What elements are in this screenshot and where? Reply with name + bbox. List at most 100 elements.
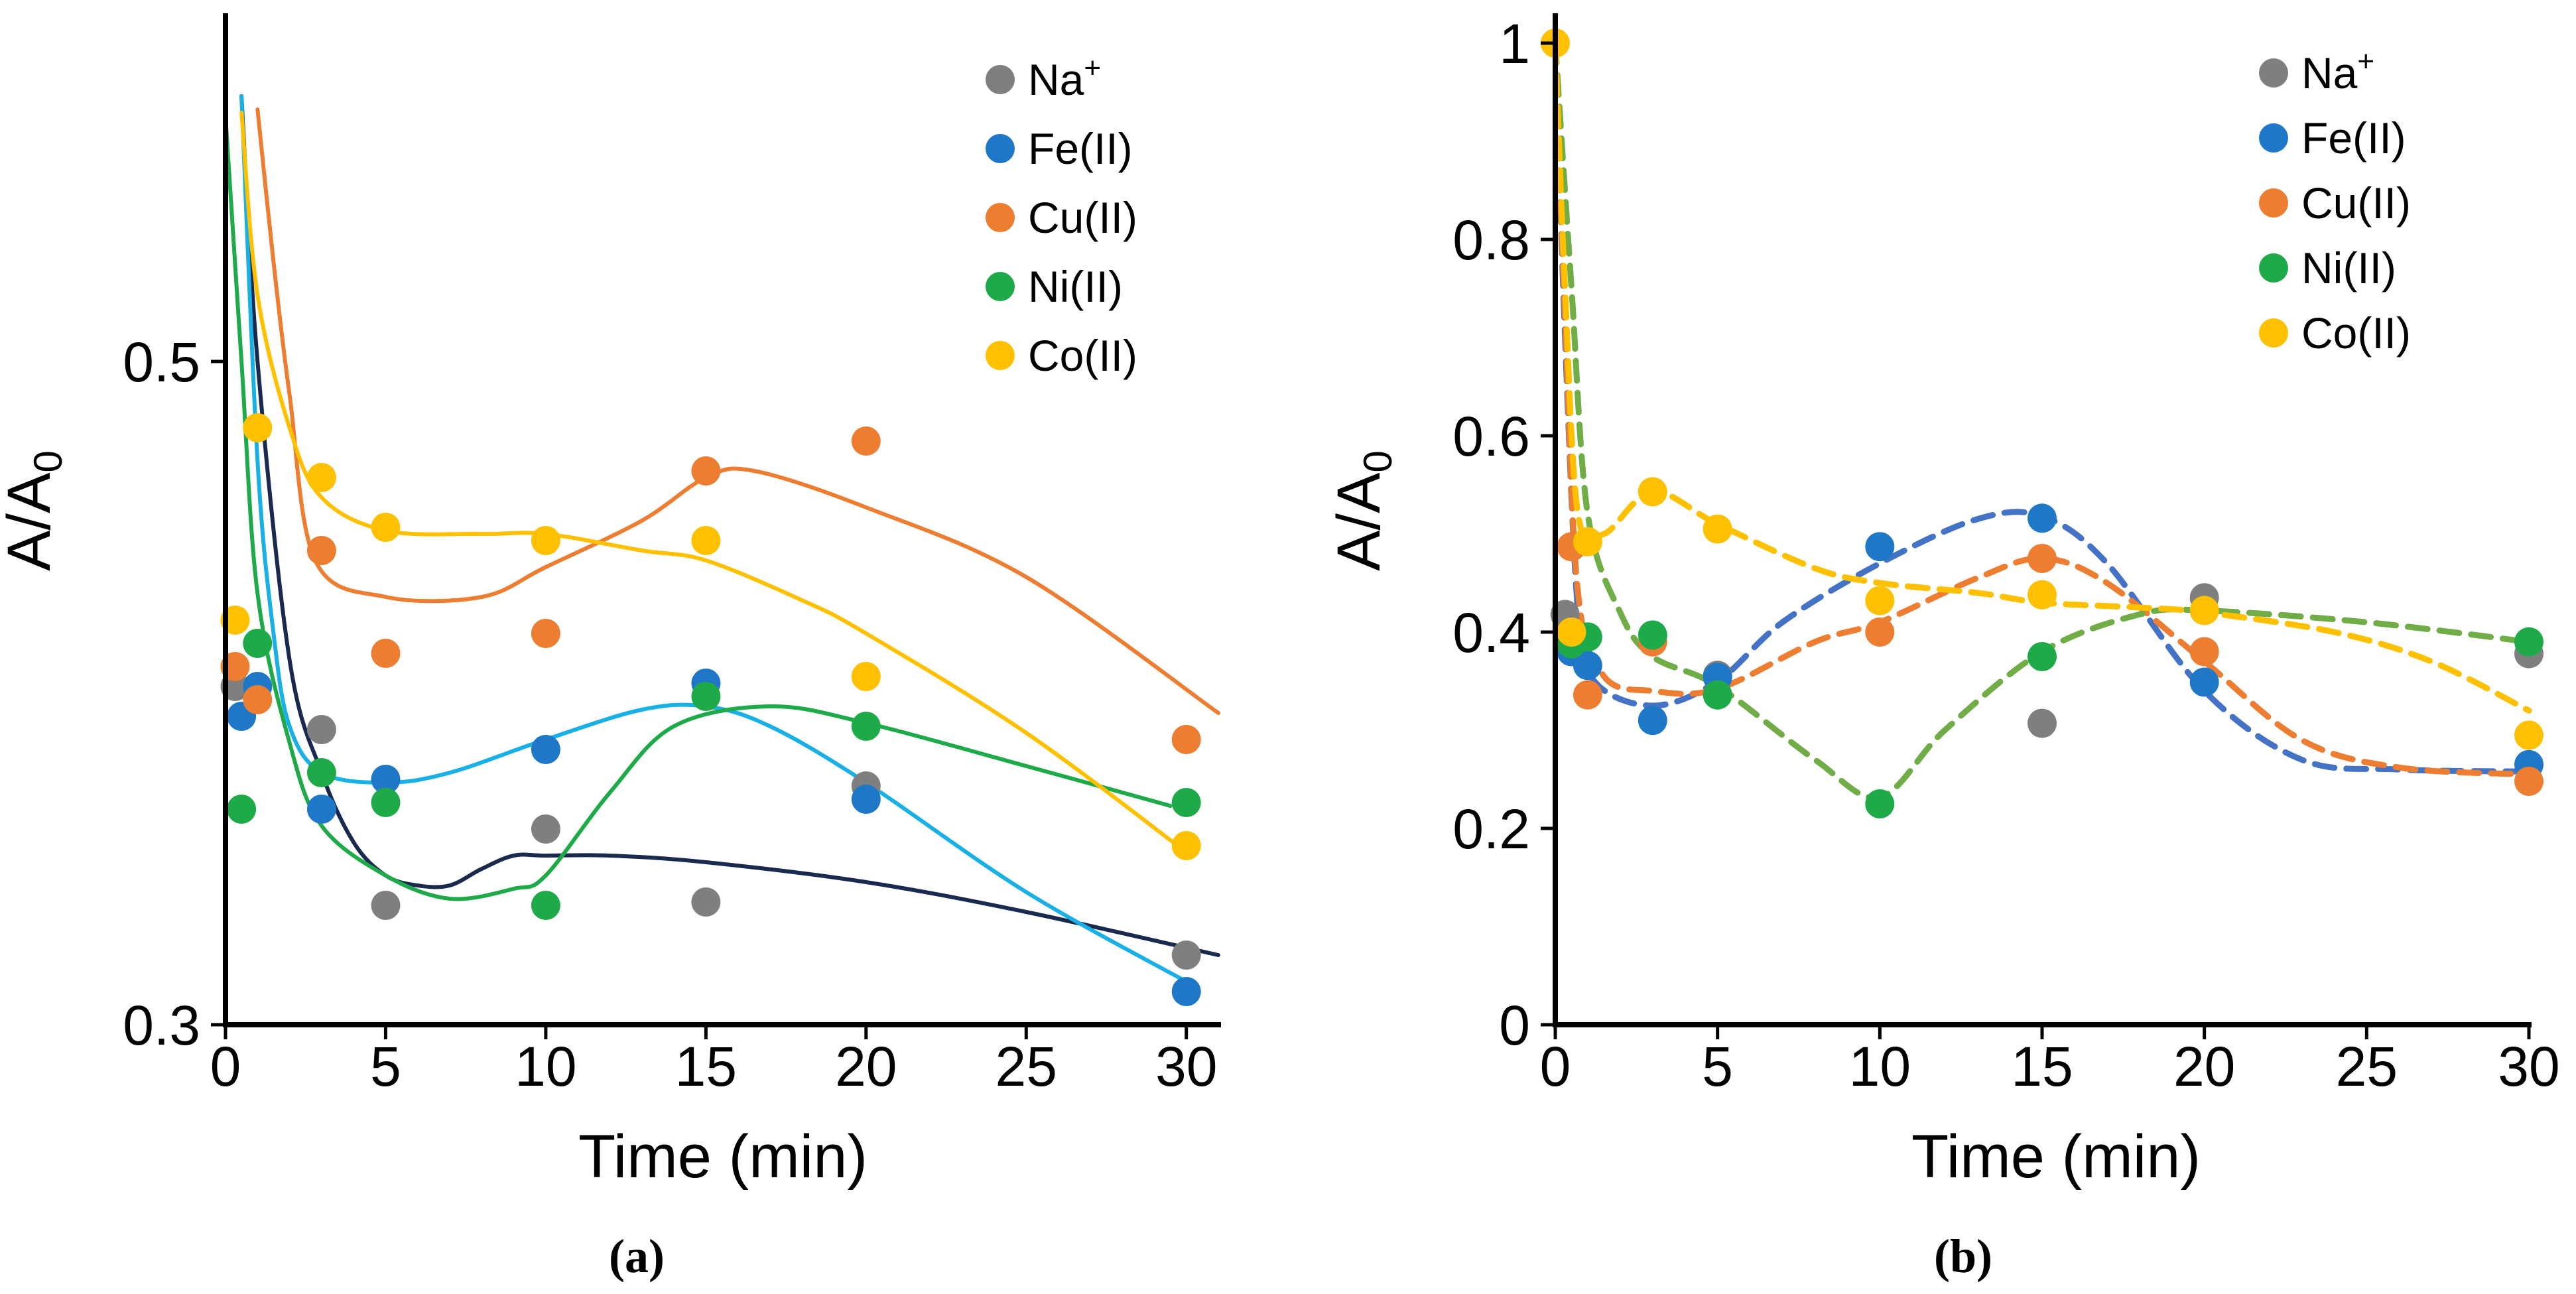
data-point-co-ii-1 bbox=[1557, 617, 1586, 647]
data-point-ni-ii-2 bbox=[1638, 620, 1667, 650]
data-point-co-ii-5 bbox=[1865, 586, 1895, 615]
data-point-ni-ii-0 bbox=[227, 795, 257, 824]
legend-marker-fe-ii bbox=[2259, 123, 2288, 153]
data-point-ni-ii-3 bbox=[1703, 680, 1732, 710]
y-tick-label: 0.5 bbox=[123, 331, 200, 393]
legend-label-ni-ii: Ni(II) bbox=[2301, 243, 2396, 292]
data-point-co-ii-6 bbox=[851, 662, 881, 691]
x-tick-label: 15 bbox=[2011, 1035, 2073, 1098]
data-point-co-ii-3 bbox=[371, 513, 401, 542]
x-axis-title: Time (min) bbox=[578, 1123, 868, 1191]
legend-label-text: Na bbox=[1028, 55, 1084, 104]
y-tick-label: 0 bbox=[1499, 994, 1530, 1057]
data-point-ni-ii-5 bbox=[691, 682, 721, 711]
data-point-fe-ii-1 bbox=[1573, 651, 1602, 680]
data-point-na-3 bbox=[2028, 708, 2057, 738]
x-tick-label: 15 bbox=[675, 1035, 737, 1098]
data-point-ni-ii-4 bbox=[1865, 789, 1895, 818]
series-line-na-a bbox=[239, 94, 1220, 957]
legend-label-text: Ni(II) bbox=[2301, 243, 2396, 292]
data-point-cu-ii-6 bbox=[851, 426, 881, 456]
legend-marker-fe-ii bbox=[986, 134, 1015, 163]
y-tick-label: 1 bbox=[1499, 13, 1530, 75]
legend-label-text: Fe(II) bbox=[2301, 113, 2406, 162]
legend-marker-co-ii bbox=[2259, 318, 2288, 348]
y-axis-title-subscript: 0 bbox=[1356, 450, 1400, 472]
x-tick-label: 25 bbox=[996, 1035, 1057, 1098]
data-point-fe-ii-6 bbox=[2189, 667, 2219, 697]
legend-label-text: Fe(II) bbox=[1028, 124, 1133, 173]
legend-label-na: Na+ bbox=[2301, 45, 2374, 97]
data-point-cu-ii-1 bbox=[243, 685, 273, 714]
legend-label-text: Cu(II) bbox=[2301, 178, 2411, 227]
data-point-co-ii-2 bbox=[306, 463, 336, 492]
data-point-co-ii-8 bbox=[2514, 720, 2544, 750]
data-point-fe-ii-4 bbox=[1865, 532, 1895, 562]
data-point-ni-ii-4 bbox=[531, 891, 560, 920]
series-line-cu-ii-a bbox=[255, 107, 1220, 715]
legend-label-ni-ii: Ni(II) bbox=[1028, 262, 1123, 311]
data-point-ni-ii-2 bbox=[306, 758, 336, 787]
data-point-fe-ii-2 bbox=[306, 795, 336, 824]
data-point-na-4 bbox=[691, 887, 721, 917]
x-tick-label: 0 bbox=[210, 1035, 241, 1098]
x-tick-label: 30 bbox=[2498, 1035, 2559, 1098]
legend-label-fe-ii: Fe(II) bbox=[2301, 113, 2406, 162]
legend-marker-cu-ii bbox=[986, 203, 1015, 232]
legend: Na+ Fe(II) Cu(II) Ni(II) Co(II) bbox=[986, 52, 1137, 380]
data-point-na-3 bbox=[531, 814, 560, 844]
y-tick-label: 0.6 bbox=[1452, 405, 1530, 468]
legend-marker-cu-ii bbox=[2259, 188, 2288, 218]
data-point-fe-ii-3 bbox=[371, 765, 401, 794]
data-point-fe-ii-4 bbox=[531, 735, 560, 764]
data-point-fe-ii-5 bbox=[2028, 503, 2057, 533]
y-axis-title-subscript: 0 bbox=[26, 450, 70, 472]
data-point-co-ii-3 bbox=[1638, 477, 1667, 507]
data-point-cu-ii-3 bbox=[371, 639, 401, 668]
x-tick-label: 10 bbox=[1849, 1035, 1911, 1098]
data-point-fe-ii-6 bbox=[851, 785, 881, 814]
legend-marker-na bbox=[2259, 58, 2288, 88]
legend-label-text: Co(II) bbox=[2301, 308, 2411, 357]
y-tick-label: 0.2 bbox=[1452, 798, 1530, 860]
data-point-ni-ii-5 bbox=[2028, 642, 2057, 671]
data-point-co-ii-4 bbox=[1703, 514, 1732, 544]
series-line-cu-ii-b bbox=[1552, 40, 2532, 778]
data-point-na-6 bbox=[1171, 940, 1201, 970]
data-point-co-ii-2 bbox=[1573, 527, 1602, 556]
series-line-co-ii-b bbox=[1552, 40, 2532, 714]
data-point-co-ii-7 bbox=[1171, 831, 1201, 860]
data-point-co-ii-5 bbox=[691, 526, 721, 555]
x-tick-label: 10 bbox=[515, 1035, 576, 1098]
data-point-co-ii-6 bbox=[2028, 580, 2057, 610]
data-point-cu-ii-5 bbox=[691, 456, 721, 485]
y-tick-label: 0.8 bbox=[1452, 209, 1530, 271]
x-tick-label: 5 bbox=[1702, 1035, 1733, 1098]
data-point-co-ii-7 bbox=[2189, 596, 2219, 625]
legend-label-fe-ii: Fe(II) bbox=[1028, 124, 1133, 173]
y-axis-title: A/A0 bbox=[0, 450, 70, 571]
panel-label: (a) bbox=[609, 1230, 665, 1283]
series-line-fe-ii-a bbox=[239, 94, 1189, 984]
data-point-fe-ii-2 bbox=[1638, 706, 1667, 736]
legend-label-cu-ii: Cu(II) bbox=[2301, 178, 2411, 227]
data-point-na-1 bbox=[306, 715, 336, 744]
x-tick-label: 0 bbox=[1540, 1035, 1571, 1098]
data-point-na-2 bbox=[371, 891, 401, 920]
y-tick-label: 0.3 bbox=[123, 994, 200, 1057]
y-tick-label: 0.4 bbox=[1452, 602, 1530, 664]
x-tick-label: 20 bbox=[835, 1035, 897, 1098]
legend-marker-co-ii bbox=[986, 341, 1015, 370]
legend-label-text: Co(II) bbox=[1028, 331, 1137, 380]
data-point-co-ii-1 bbox=[243, 413, 273, 442]
legend-label-cu-ii: Cu(II) bbox=[1028, 193, 1137, 242]
data-point-cu-ii-7 bbox=[2514, 767, 2544, 796]
legend-marker-ni-ii bbox=[2259, 253, 2288, 283]
data-point-ni-ii-3 bbox=[371, 788, 401, 817]
legend: Na+ Fe(II) Cu(II) Ni(II) Co(II) bbox=[2259, 45, 2411, 357]
x-tick-label: 20 bbox=[2173, 1035, 2235, 1098]
data-point-ni-ii-7 bbox=[2514, 627, 2544, 657]
legend-label-text: Ni(II) bbox=[1028, 262, 1123, 311]
